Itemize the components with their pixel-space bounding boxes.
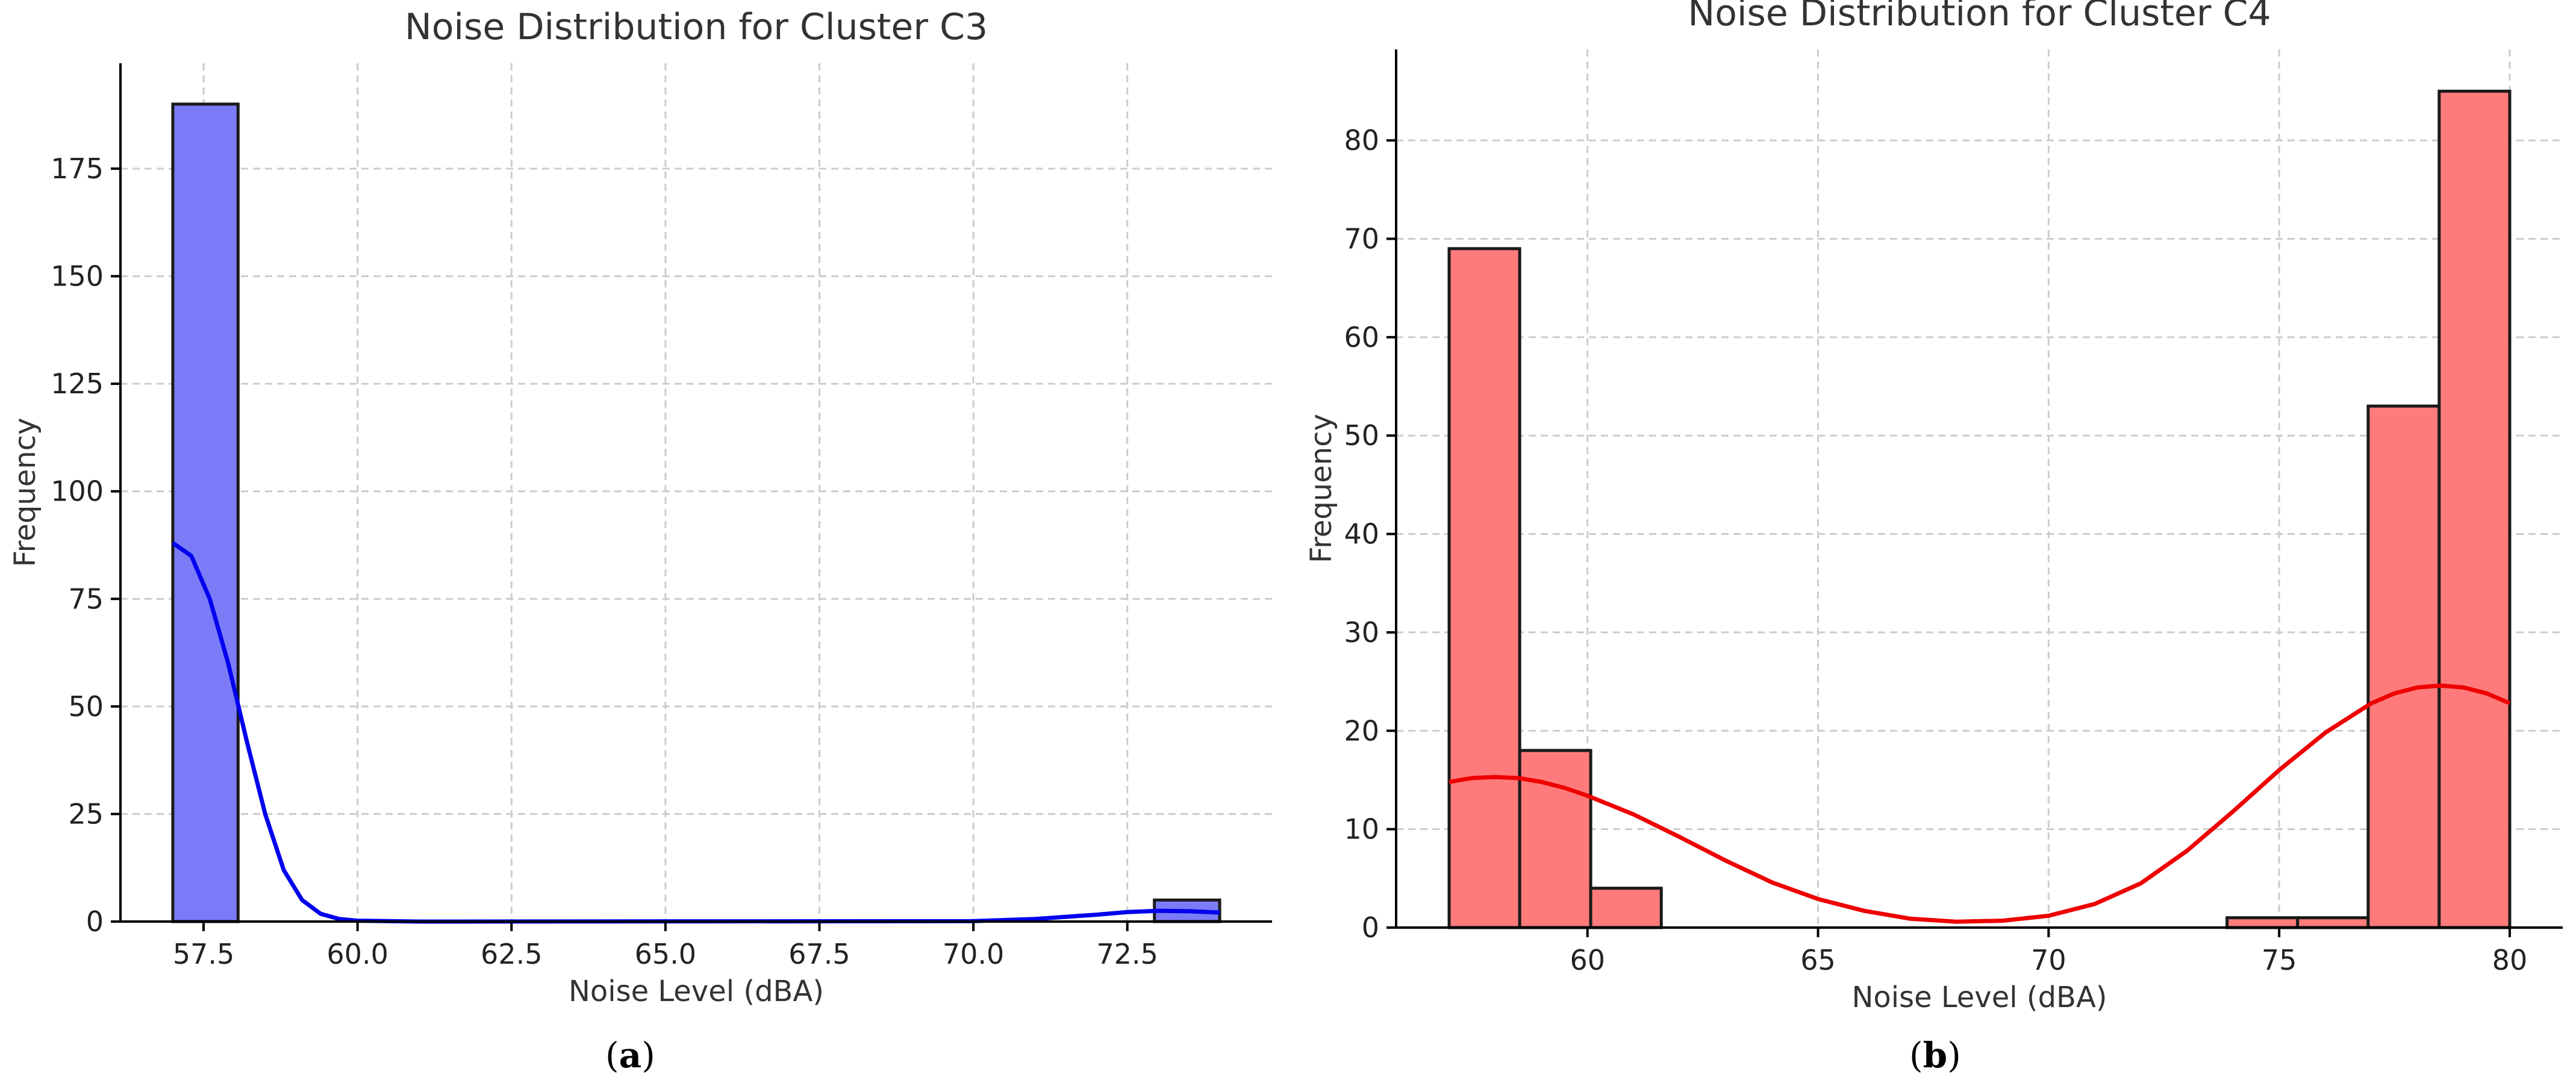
c3-xtick-label-4: 67.5 <box>788 938 850 970</box>
c3-ytick-label-2: 50 <box>68 690 104 723</box>
c3-ytick-label-0: 0 <box>86 905 104 938</box>
panel-label-b: (b) <box>1909 1035 1961 1076</box>
c3-xtick-label-3: 65.0 <box>635 938 696 970</box>
c4-xtick-label-1: 65 <box>1800 944 1836 976</box>
c3-xlabel: Noise Level (dBA) <box>569 975 824 1008</box>
chart-c3-group: 57.5 60.0 62.5 65.0 67.5 70.0 72.5 0 25 50 75 100 12… <box>8 6 1272 1008</box>
c4-bar-4 <box>2296 916 2370 929</box>
c4-ytick-label-3: 30 <box>1344 616 1379 649</box>
chart-c4-group: 60 65 70 75 80 0 10 20 30 40 50 60 70 80 Noise Distrib… <box>1305 0 2563 1014</box>
c3-ytick-label-1: 25 <box>68 797 104 830</box>
c4-ytick-label-0: 0 <box>1362 911 1379 944</box>
c3-xtick-label-5: 70.0 <box>943 938 1004 970</box>
c3-xtick-label-1: 60.0 <box>326 938 388 970</box>
panel-label-b-letter: b <box>1923 1035 1948 1076</box>
c4-xtick-label-3: 75 <box>2262 944 2297 976</box>
c3-ytick-label-7: 175 <box>51 152 104 185</box>
panel-label-a-letter: a <box>619 1035 642 1076</box>
c4-ytick-label-6: 60 <box>1344 321 1379 354</box>
c4-xlabel: Noise Level (dBA) <box>1851 981 2107 1014</box>
c4-kde-line <box>1449 683 2511 924</box>
c4-ytick-label-5: 50 <box>1344 419 1379 452</box>
c4-xtick-label-2: 70 <box>2031 944 2066 976</box>
c3-ylabel: Frequency <box>8 418 42 567</box>
c4-xtick-label-0: 60 <box>1570 944 1605 976</box>
c4-ytick-label-8: 80 <box>1344 124 1379 157</box>
c4-ytick-label-2: 20 <box>1344 714 1379 747</box>
c4-bar-5 <box>2366 404 2441 929</box>
c4-xtick-label-4: 80 <box>2492 944 2528 976</box>
c4-bar-0 <box>1447 247 1521 929</box>
c3-ytick-label-4: 100 <box>51 475 104 508</box>
c3-bar-0 <box>171 102 240 923</box>
c4-title: Noise Distribution for Cluster C4 <box>1688 0 2271 34</box>
c4-bar-2 <box>1589 887 1663 929</box>
panel-label-a: (a) <box>605 1035 655 1076</box>
c4-bar-3 <box>2225 916 2300 929</box>
c3-kde-line <box>171 541 1220 924</box>
c4-ytick-label-4: 40 <box>1344 518 1379 551</box>
c3-xtick-label-6: 72.5 <box>1097 938 1158 970</box>
c4-ylabel: Frequency <box>1305 414 1338 563</box>
c4-bar-6 <box>2437 89 2512 929</box>
c3-ytick-label-6: 150 <box>51 260 104 293</box>
c4-ytick-label-7: 70 <box>1344 222 1379 255</box>
c3-ytick-label-5: 125 <box>51 367 104 400</box>
c4-bar-1 <box>1518 749 1592 929</box>
c4-ytick-label-1: 10 <box>1344 813 1379 846</box>
c3-ytick-label-3: 75 <box>68 582 104 615</box>
c3-title: Noise Distribution for Cluster C3 <box>405 6 988 48</box>
c3-xtick-label-0: 57.5 <box>173 938 234 970</box>
c3-xtick-label-2: 62.5 <box>481 938 542 970</box>
